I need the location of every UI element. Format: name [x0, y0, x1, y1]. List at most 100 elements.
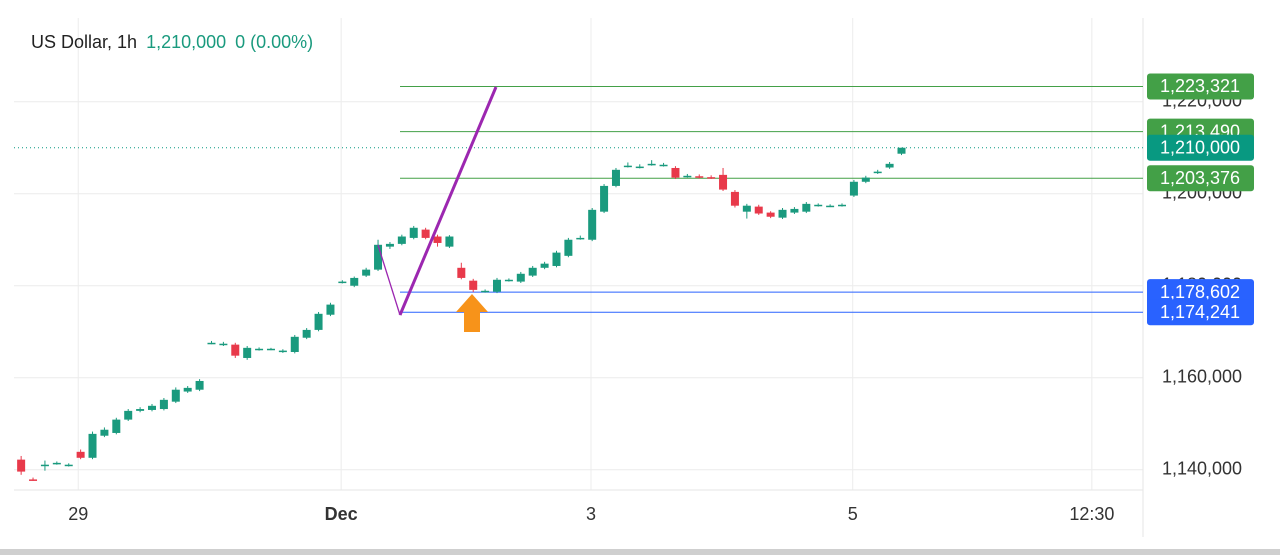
- candle-body: [611, 169, 620, 186]
- candle-body: [314, 313, 323, 330]
- candle-body: [350, 277, 359, 286]
- candle-body: [338, 281, 347, 284]
- candle-body: [219, 343, 228, 346]
- price-badge-label: 1,210,000: [1160, 137, 1240, 157]
- candle-body: [207, 342, 216, 345]
- candle-body: [730, 191, 739, 206]
- candle-body: [159, 399, 168, 410]
- candle-body: [148, 405, 157, 410]
- candle-body: [421, 229, 430, 238]
- candle-body: [861, 177, 870, 182]
- x-tick-label: 12:30: [1069, 504, 1114, 524]
- candle-body: [659, 164, 668, 167]
- candle-body: [64, 464, 73, 467]
- candle-body: [742, 205, 751, 212]
- candle-body: [88, 433, 97, 458]
- price-badge: [1147, 165, 1254, 192]
- candle-body: [457, 267, 466, 278]
- candle-body: [302, 329, 311, 338]
- candle-body: [516, 273, 525, 282]
- candle-body: [849, 181, 858, 196]
- axis: 1,140,0001,160,0001,180,0001,200,0001,22…: [68, 90, 1242, 523]
- symbol-title: US Dollar, 1h: [31, 32, 138, 52]
- trend-line: [398, 86, 498, 316]
- x-tick-label: 29: [68, 504, 88, 524]
- candle-body: [838, 204, 847, 207]
- candle-body: [17, 459, 26, 472]
- candle-body: [266, 348, 275, 351]
- candle-body: [504, 279, 513, 282]
- candle-body: [52, 462, 61, 465]
- candle-body: [29, 479, 38, 481]
- candle-body: [124, 410, 133, 420]
- price-badge-label: 1,223,321: [1160, 76, 1240, 96]
- candle-body: [778, 209, 787, 218]
- candle-body: [588, 209, 597, 240]
- candle-body: [540, 263, 549, 268]
- candle-body: [719, 174, 728, 190]
- price-badge: [1147, 73, 1254, 100]
- candle-body: [826, 205, 835, 208]
- candle-body: [707, 177, 716, 179]
- candle-body: [136, 409, 145, 411]
- bottom-bar: [0, 549, 1280, 555]
- candle-body: [326, 304, 335, 315]
- candle-body: [766, 212, 775, 217]
- last-price: 1,210,000: [146, 32, 227, 52]
- candle-body: [885, 163, 894, 168]
- candle-body: [112, 419, 121, 433]
- candle-body: [552, 252, 561, 266]
- price-badge: [1147, 279, 1254, 306]
- candle-body: [362, 269, 371, 276]
- grid: [14, 18, 1143, 490]
- candle-body: [374, 244, 383, 270]
- candle-body: [647, 163, 656, 166]
- candle-body: [243, 347, 252, 358]
- candle-body: [195, 380, 204, 390]
- candle-body: [790, 208, 799, 213]
- candles: [17, 147, 906, 481]
- badges: 1,223,3211,213,4901,203,3761,178,6021,17…: [1147, 73, 1254, 326]
- price-badge-label: 1,203,376: [1160, 168, 1240, 188]
- candle-body: [231, 344, 240, 356]
- candle-body: [897, 147, 906, 154]
- candle-body: [40, 464, 49, 467]
- price-badge: [1147, 299, 1254, 326]
- candle-body: [397, 236, 406, 244]
- candle-body: [814, 204, 823, 207]
- candle-body: [445, 236, 454, 247]
- candle-body: [576, 237, 585, 240]
- candle-body: [100, 429, 109, 436]
- candle-body: [635, 166, 644, 169]
- candle-body: [683, 175, 692, 178]
- x-tick-label: 5: [848, 504, 858, 524]
- arrow-marker: [456, 294, 488, 332]
- price-badge: [1147, 134, 1254, 161]
- candle-body: [469, 280, 478, 290]
- x-tick-label: 3: [586, 504, 596, 524]
- trend-line: [377, 244, 401, 316]
- candle-body: [600, 185, 609, 212]
- price-badge-label: 1,178,602: [1160, 282, 1240, 302]
- candle-body: [278, 350, 287, 353]
- candle-body: [171, 389, 180, 402]
- candle-body: [290, 336, 299, 352]
- candle-body: [528, 267, 537, 276]
- x-tick-label: Dec: [325, 504, 358, 524]
- price-change: 0 (0.00%): [235, 32, 314, 52]
- candle-body: [671, 167, 680, 178]
- candle-body: [695, 176, 704, 178]
- candle-body: [873, 171, 882, 174]
- candle-body: [255, 348, 264, 351]
- candle-body: [481, 290, 490, 293]
- candle-body: [564, 239, 573, 256]
- legend-header: US Dollar, 1h 1,210,000 0 (0.00%): [31, 32, 313, 53]
- candle-body: [183, 387, 192, 392]
- y-tick-label: 1,140,000: [1162, 459, 1242, 479]
- candle-body: [76, 451, 85, 458]
- y-tick-label: 1,160,000: [1162, 367, 1242, 387]
- candle-body: [385, 243, 394, 247]
- candle-body: [493, 279, 502, 292]
- levels: [14, 85, 1143, 313]
